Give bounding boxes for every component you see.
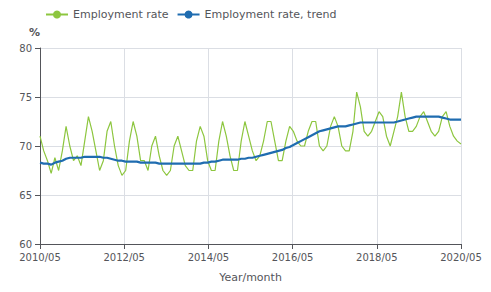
svg-text:60: 60 — [19, 239, 32, 250]
svg-text:75: 75 — [19, 92, 32, 103]
svg-text:80: 80 — [19, 43, 32, 54]
svg-text:%: % — [29, 26, 40, 39]
svg-text:2010/05: 2010/05 — [19, 252, 61, 263]
svg-text:65: 65 — [19, 190, 32, 201]
svg-text:2014/05: 2014/05 — [188, 252, 230, 263]
svg-text:Employment rate: Employment rate — [73, 8, 169, 21]
svg-text:Employment rate, trend: Employment rate, trend — [205, 8, 337, 21]
svg-text:2018/05: 2018/05 — [356, 252, 398, 263]
svg-text:Year/month: Year/month — [218, 271, 282, 284]
svg-text:70: 70 — [19, 141, 32, 152]
svg-text:2016/05: 2016/05 — [272, 252, 314, 263]
svg-text:2012/05: 2012/05 — [103, 252, 145, 263]
svg-text:2020/05: 2020/05 — [440, 252, 482, 263]
